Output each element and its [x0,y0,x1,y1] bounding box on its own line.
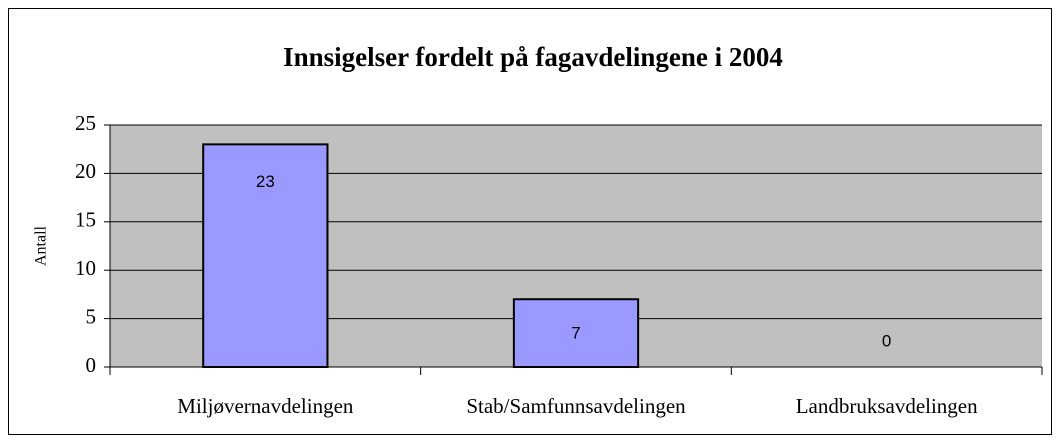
bar [202,143,329,368]
x-tick-label: Miljøvernavdelingen [177,394,354,418]
y-tick-label: 15 [75,208,96,232]
data-label: 23 [256,172,275,191]
x-tick-label: Landbruksavdelingen [796,394,978,418]
y-tick-label: 5 [86,304,97,328]
y-tick-label: 25 [75,111,96,135]
data-label: 0 [882,331,891,350]
data-label: 7 [571,324,580,343]
x-tick-label: Stab/Samfunnsavdelingen [466,394,686,418]
chart-title: Innsigelser fordelt på fagavdelingene i … [283,42,783,72]
y-tick-label: 20 [75,159,96,183]
y-tick-label: 10 [75,256,96,280]
bar [512,298,640,368]
y-axis-label: Antall [33,225,50,266]
y-tick-label: 0 [86,353,97,377]
